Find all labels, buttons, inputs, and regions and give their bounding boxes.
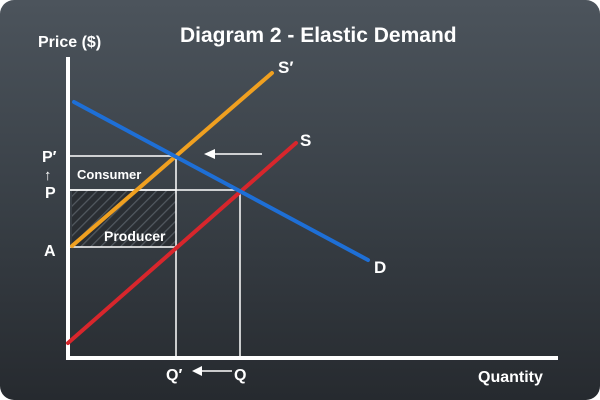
- quantity-q-label: Q: [234, 367, 246, 384]
- producer-region-label: Producer: [104, 228, 166, 244]
- supply-prime-curve: [70, 71, 274, 248]
- y-axis-label: Price ($): [38, 34, 101, 51]
- demand-label: D: [374, 258, 386, 277]
- price-p-label: P: [45, 185, 56, 202]
- price-a-label: A: [44, 243, 56, 260]
- shift-arrow-head: [204, 149, 215, 159]
- quantity-arrow-head: [192, 366, 202, 376]
- supply-prime-label: S′: [278, 58, 293, 77]
- price-p-prime-label: P′: [42, 149, 57, 166]
- consumer-region-label: Consumer: [77, 167, 141, 182]
- price-arrow-up: ↑: [44, 167, 52, 184]
- quantity-q-prime-label: Q′: [166, 367, 182, 384]
- supply-curve: [66, 141, 298, 345]
- supply-label: S: [300, 131, 311, 150]
- demand-curve: [72, 100, 370, 262]
- diagram-title: Diagram 2 - Elastic Demand: [180, 24, 457, 47]
- x-axis-label: Quantity: [478, 369, 543, 386]
